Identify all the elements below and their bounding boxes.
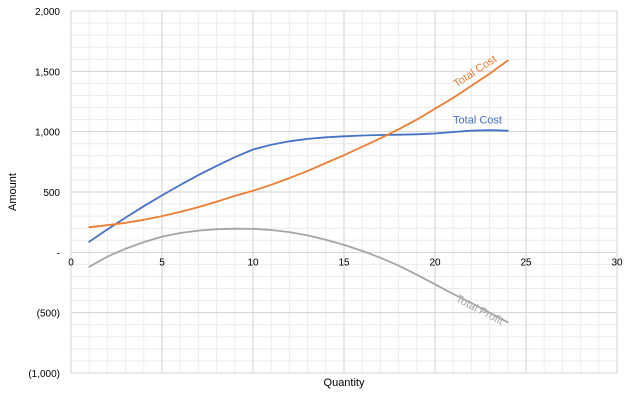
- x-tick-label: 15: [338, 257, 350, 268]
- series-lines: [88, 59, 509, 324]
- x-axis-title: Quantity: [324, 377, 365, 389]
- y-tick-label: 500: [43, 188, 60, 199]
- major-gridlines: [70, 10, 618, 374]
- series-line-0: [88, 129, 509, 243]
- y-tick-label: (500): [37, 309, 60, 320]
- series-label-0: Total Cost: [453, 114, 502, 126]
- x-tick-label: 10: [247, 257, 259, 268]
- y-axis-title: Amount: [7, 173, 19, 211]
- x-tick-label: 20: [429, 257, 441, 268]
- series-line-1: [88, 59, 509, 229]
- y-tick-label: -: [57, 248, 60, 259]
- series-label-2: Total Profit: [454, 293, 506, 328]
- tick-labels: 0 5 10 15 20 25 30 2,000 1,500 1,000 500 - (500) (1,0…: [28, 7, 623, 380]
- y-tick-label: 1,000: [35, 128, 60, 139]
- series-line-2: [88, 227, 509, 324]
- x-tick-label: 25: [520, 257, 532, 268]
- y-tick-label: 2,000: [35, 7, 60, 18]
- y-tick-label: 1,500: [35, 67, 60, 78]
- x-tick-label: 0: [68, 257, 74, 268]
- x-tick-label: 30: [611, 257, 623, 268]
- y-tick-label: (1,000): [28, 369, 60, 380]
- x-tick-label: 5: [159, 257, 165, 268]
